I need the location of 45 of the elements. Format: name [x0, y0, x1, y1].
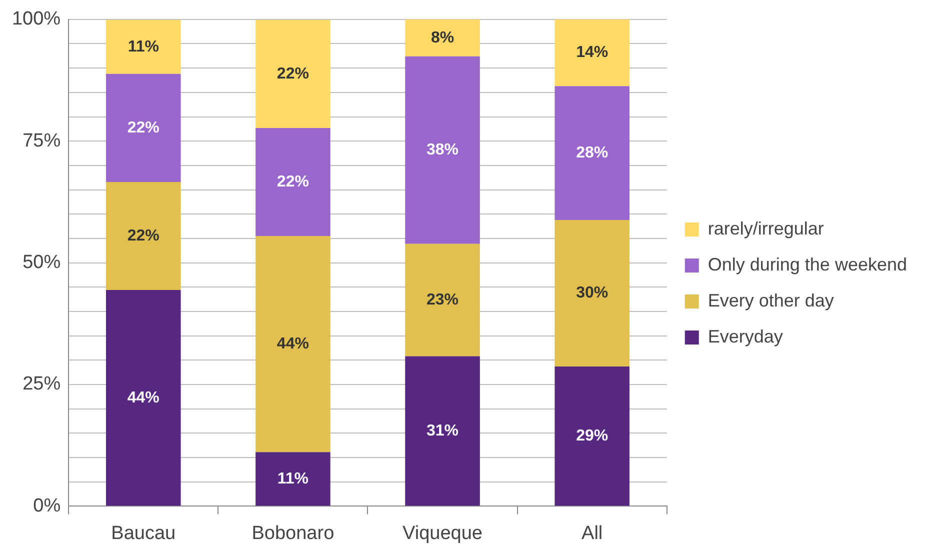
bar: [106, 182, 181, 290]
data-label: 29%: [576, 428, 608, 444]
bar: [256, 236, 330, 452]
legend-label: rarely/irregular: [708, 218, 824, 238]
data-label: 11%: [128, 38, 159, 56]
data-label: 44%: [127, 389, 160, 406]
data-label: 22%: [127, 119, 160, 136]
y-tick-label: 50%: [22, 252, 61, 274]
data-label: 11%: [277, 470, 309, 488]
bar: [106, 74, 181, 182]
bar: [405, 19, 480, 56]
data-label: 31%: [426, 422, 459, 440]
data-label: 28%: [576, 144, 608, 162]
data-label: 38%: [426, 142, 459, 159]
data-label: 22%: [127, 227, 160, 244]
bar: [554, 220, 630, 366]
bar: [405, 56, 480, 244]
bar: [106, 20, 181, 74]
bar: [256, 20, 330, 128]
data-label: 22%: [276, 173, 309, 190]
bar: [256, 128, 330, 236]
data-label: 44%: [276, 336, 309, 352]
bar: [405, 244, 480, 356]
y-tick-label: 25%: [22, 374, 61, 395]
y-tick-label: 75%: [22, 130, 61, 152]
bar: [554, 19, 630, 86]
data-label: 14%: [576, 44, 608, 62]
y-tick-label: 0%: [33, 495, 61, 516]
x-tick-label: Bobonaro: [252, 522, 334, 544]
data-label: 22%: [276, 65, 309, 82]
y-tick-label: 100%: [12, 8, 61, 30]
bar: [256, 452, 330, 506]
data-label: 23%: [426, 291, 459, 308]
data-label: 8%: [430, 29, 454, 46]
bar: [106, 290, 181, 506]
legend-label: Everyday: [708, 326, 783, 346]
legend-label: Every other day: [708, 290, 834, 310]
x-tick-label: All: [582, 522, 603, 544]
bar: [554, 366, 630, 506]
x-tick-label: Viqueque: [402, 522, 482, 544]
bar: [405, 356, 480, 506]
bar: [554, 86, 630, 220]
x-tick-label: Baucau: [111, 522, 176, 544]
data-label: 30%: [576, 284, 608, 302]
legend-label: Only during the weekend: [708, 254, 907, 274]
